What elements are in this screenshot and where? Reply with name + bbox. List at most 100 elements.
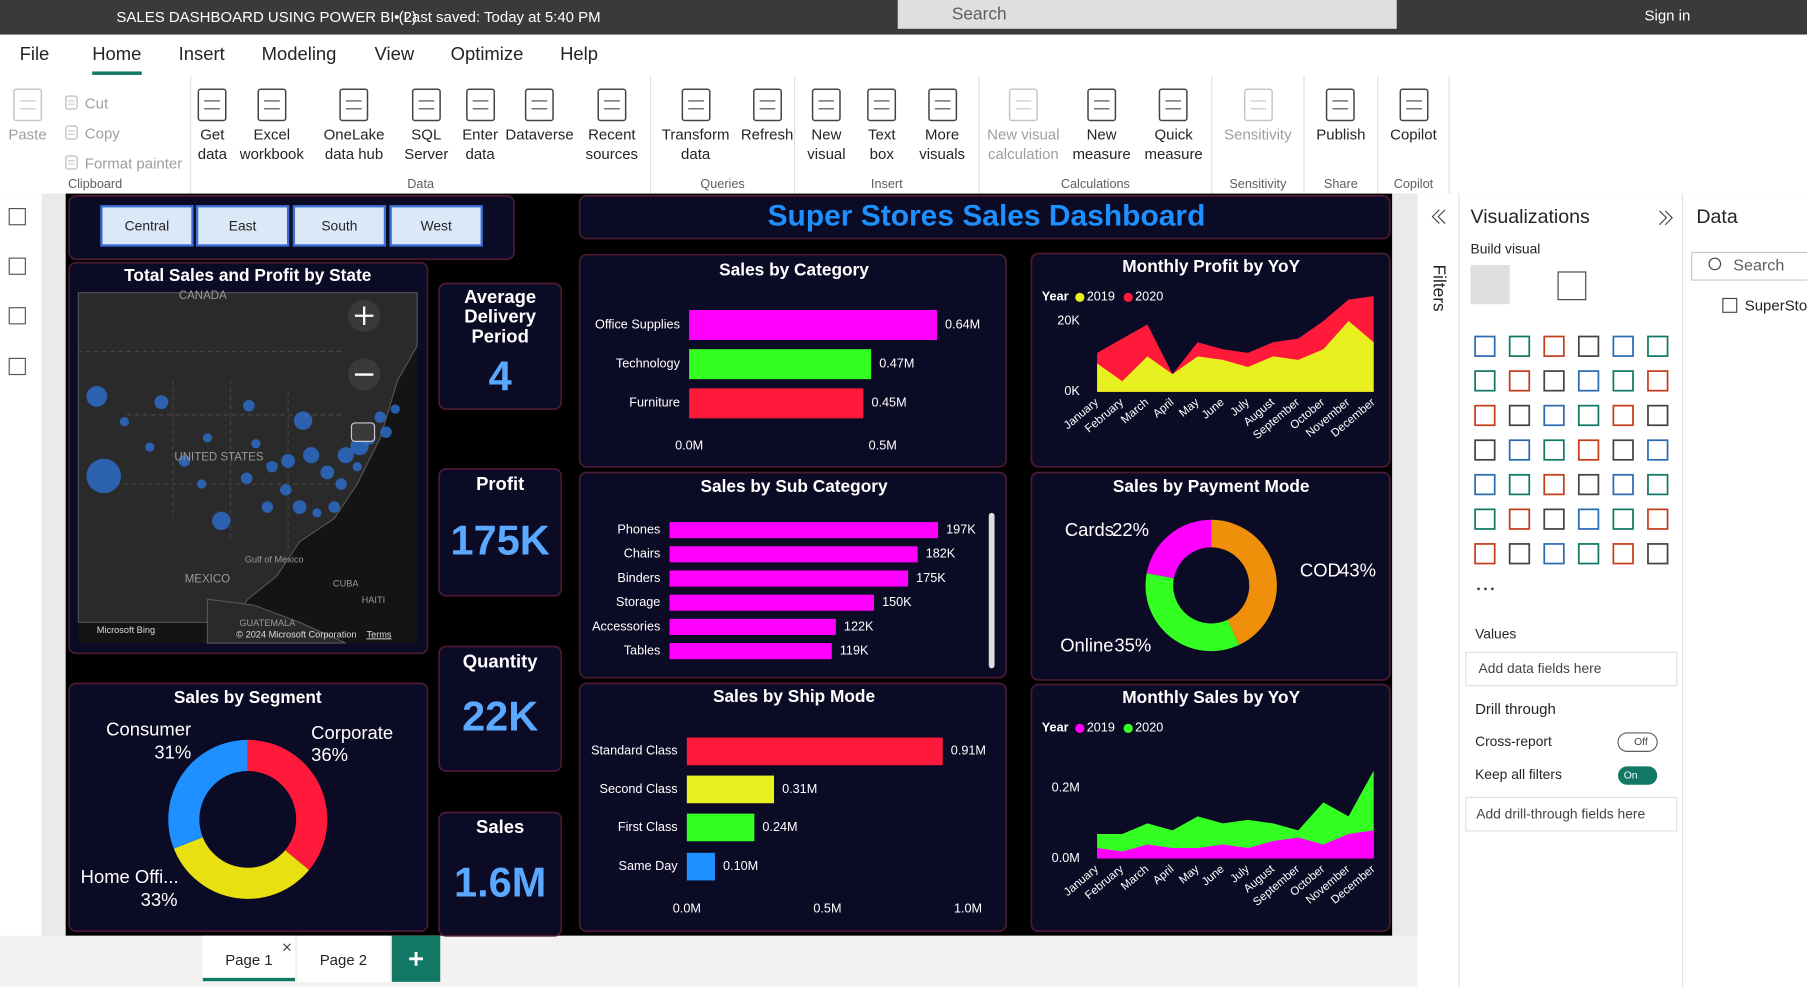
visual-icon[interactable]: [1508, 439, 1531, 461]
ribbon-button[interactable]: Dataverse: [505, 85, 574, 144]
visual-icon[interactable]: [1577, 543, 1600, 565]
search-box[interactable]: Search: [897, 0, 1397, 29]
visual-icon[interactable]: [1612, 439, 1634, 461]
visual-icon[interactable]: [1647, 335, 1669, 357]
visual-icon[interactable]: [1612, 370, 1634, 392]
visual-icon[interactable]: [1543, 439, 1565, 461]
ribbon-button[interactable]: Text box: [858, 85, 906, 163]
visual-icon[interactable]: [1543, 335, 1565, 357]
visual-icon[interactable]: [1612, 543, 1634, 565]
scrollbar[interactable]: [988, 512, 995, 669]
ribbon-button[interactable]: Refresh: [741, 85, 793, 144]
save-status: • Last saved: Today at 5:40 PM: [394, 8, 601, 26]
visual-icon[interactable]: [1508, 370, 1531, 392]
slicer-button[interactable]: [292, 205, 387, 247]
slicer-button[interactable]: [195, 205, 290, 247]
ribbon-button[interactable]: New visual: [795, 85, 858, 163]
visual-icon[interactable]: [1577, 404, 1600, 427]
slicer-button[interactable]: [389, 205, 483, 247]
data-search[interactable]: [1691, 251, 1807, 281]
visual-icon[interactable]: [1508, 543, 1531, 565]
menu-item[interactable]: View: [374, 44, 415, 65]
small-button[interactable]: Format painter: [63, 148, 182, 178]
visual-icon[interactable]: [1647, 404, 1669, 427]
ribbon-button[interactable]: SQL Server: [398, 85, 455, 163]
map-bubble: [281, 454, 296, 468]
visual-icon[interactable]: [1474, 335, 1496, 357]
ribbon-button[interactable]: Transform data: [652, 85, 740, 163]
ribbon-button[interactable]: Recent sources: [574, 85, 650, 163]
bar: [689, 310, 937, 340]
visual-icon[interactable]: [1647, 370, 1669, 392]
ribbon-button[interactable]: Paste: [8, 85, 47, 144]
ribbon-button[interactable]: OneLake data hub: [310, 85, 398, 163]
menu-item[interactable]: Home: [92, 44, 142, 65]
menu-item[interactable]: Optimize: [450, 44, 524, 65]
small-button[interactable]: Copy: [63, 118, 182, 148]
visual-icon[interactable]: [1612, 473, 1634, 496]
visual-icon[interactable]: [1508, 404, 1531, 427]
visual-icon[interactable]: [1508, 473, 1531, 496]
visual-icon[interactable]: [1474, 473, 1496, 496]
visual-icon[interactable]: [1647, 543, 1669, 565]
visual-icon[interactable]: [1577, 335, 1600, 357]
visual-icon[interactable]: [1474, 370, 1496, 392]
ribbon-button[interactable]: Get data: [191, 85, 233, 163]
more-dot: [1484, 587, 1487, 591]
visual-icon[interactable]: [1577, 473, 1600, 496]
menu-item[interactable]: File: [19, 44, 50, 65]
visual-icon[interactable]: [1474, 404, 1496, 427]
visual-icon[interactable]: [1612, 508, 1634, 530]
page-tab[interactable]: [297, 935, 390, 982]
ribbon-button[interactable]: Publish: [1316, 85, 1365, 144]
visual-icon[interactable]: [1543, 543, 1565, 565]
menu-item[interactable]: Help: [560, 44, 598, 65]
ribbon-button[interactable]: Enter data: [455, 85, 506, 163]
visual-icon[interactable]: [1577, 370, 1600, 392]
visual-icon[interactable]: [1543, 370, 1565, 392]
visual-icon[interactable]: [1474, 508, 1496, 530]
sign-in[interactable]: Sign in: [1644, 6, 1691, 25]
visual-icon[interactable]: [1474, 439, 1496, 461]
collapse-icon: [1431, 209, 1446, 224]
field-well[interactable]: [1465, 651, 1678, 687]
visual-icon[interactable]: [1577, 439, 1600, 461]
page-tab[interactable]: [202, 935, 296, 982]
visual-icon[interactable]: [1647, 473, 1669, 496]
ribbon-button[interactable]: Excel workbook: [233, 85, 310, 163]
visual-icon[interactable]: [1612, 335, 1634, 357]
build-visual-tab[interactable]: [1470, 265, 1510, 305]
ribbon-row: Sensitivity: [1212, 76, 1303, 175]
ribbon-button[interactable]: More visuals: [906, 85, 979, 163]
small-button[interactable]: Cut: [63, 88, 182, 118]
group-label: Data: [407, 177, 435, 192]
button-label: Cut: [84, 93, 109, 112]
visual-icon[interactable]: [1508, 508, 1531, 530]
visual-icon[interactable]: [1508, 335, 1531, 357]
format-visual-tab[interactable]: [1557, 271, 1587, 301]
ribbon-button[interactable]: Sensitivity: [1224, 85, 1292, 144]
slicer-button[interactable]: [100, 205, 194, 247]
select-tool[interactable]: [350, 422, 376, 442]
visual-icon[interactable]: [1612, 404, 1634, 427]
toggle[interactable]: [1617, 732, 1658, 752]
visual-icon[interactable]: [1647, 508, 1669, 530]
ribbon-button[interactable]: New measure: [1067, 85, 1136, 163]
button-label: New measure: [1072, 125, 1131, 163]
map-terms: Terms: [366, 629, 391, 639]
visual-icon[interactable]: [1543, 473, 1565, 496]
visual-icon[interactable]: [1647, 439, 1669, 461]
ribbon-button[interactable]: Copilot: [1390, 85, 1437, 144]
visual-icon[interactable]: [1577, 508, 1600, 530]
ribbon-button[interactable]: Quick measure: [1136, 85, 1211, 163]
field-well[interactable]: [1465, 796, 1678, 832]
ribbon-button[interactable]: New visual calculation: [980, 85, 1068, 163]
visual-icon[interactable]: [1474, 543, 1496, 565]
toggle-label: Cross-report: [1475, 733, 1552, 749]
visual-icon[interactable]: [1543, 508, 1565, 530]
visual-icon[interactable]: [1543, 404, 1565, 427]
toggle[interactable]: [1617, 766, 1658, 785]
menu-item[interactable]: Modeling: [261, 44, 337, 65]
menu-item[interactable]: Insert: [178, 44, 225, 65]
map-bubble: [293, 411, 313, 430]
